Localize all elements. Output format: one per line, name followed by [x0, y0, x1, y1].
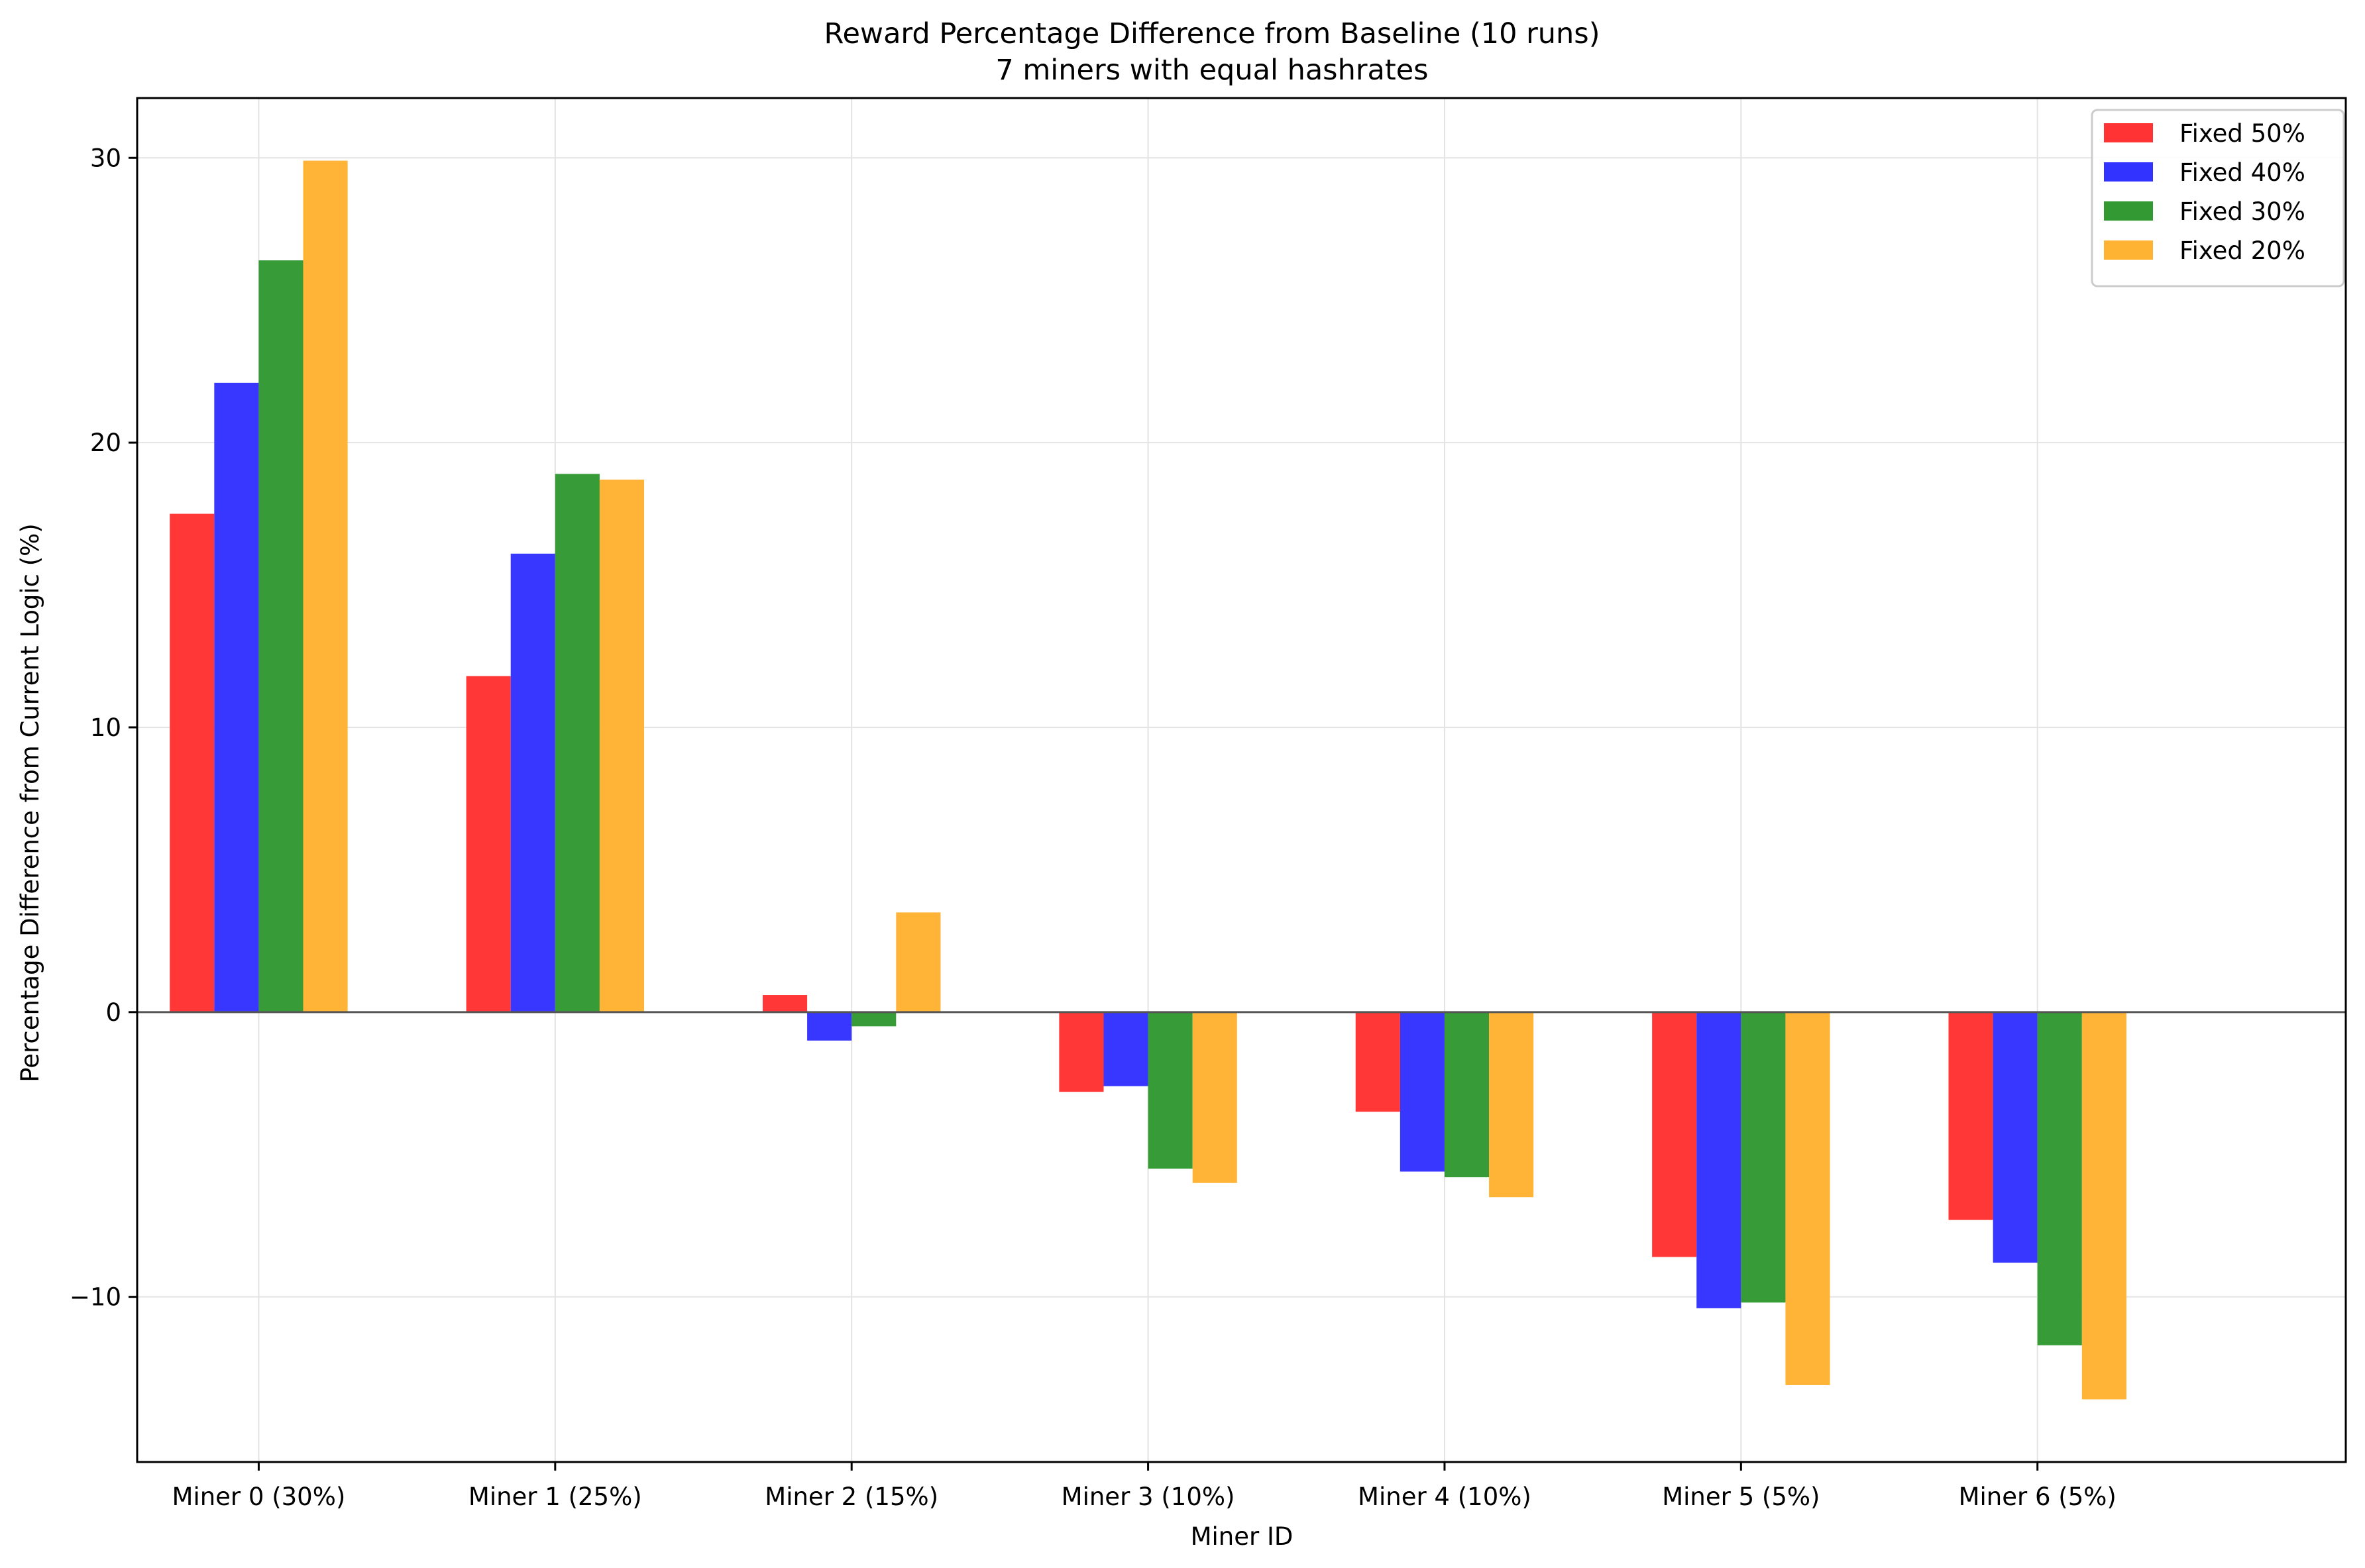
plot-area [136, 97, 2347, 1463]
bar [1652, 1012, 1697, 1257]
x-tick-label: Miner 5 (5%) [1662, 1483, 1820, 1511]
bar [303, 160, 348, 1012]
bar [1444, 1012, 1490, 1178]
bar [1400, 1012, 1445, 1172]
y-tick-label: 10 [90, 713, 121, 742]
legend-label: Fixed 40% [2179, 158, 2305, 187]
bar [1103, 1012, 1148, 1086]
y-tick-label: 20 [90, 429, 121, 457]
x-tick-label: Miner 4 (10%) [1358, 1483, 1531, 1511]
legend-swatch [2104, 123, 2153, 142]
bar [1993, 1012, 2038, 1263]
y-tick-label: 0 [105, 998, 121, 1027]
bar [896, 912, 941, 1012]
chart-title: Reward Percentage Difference from Baseli… [824, 17, 1600, 50]
bar [1192, 1012, 1237, 1183]
x-tick-label: Miner 6 (5%) [1959, 1483, 2117, 1511]
bar [1785, 1012, 1830, 1385]
y-tick-label: 30 [90, 144, 121, 172]
bar [599, 480, 645, 1012]
bar [2081, 1012, 2126, 1400]
legend: Fixed 50% Fixed 40% Fixed 30% Fixed 20% [2091, 109, 2345, 287]
axis-ticks: −10 0 10 20 30 Miner 0 (30%) Miner 1 (25%) Mine… [70, 144, 2117, 1511]
bar [852, 1012, 897, 1027]
bar [807, 1012, 852, 1041]
bar [1355, 1012, 1400, 1112]
bar [1148, 1012, 1193, 1169]
bar [1489, 1012, 1534, 1198]
bar [170, 513, 215, 1012]
bar [510, 553, 555, 1012]
bar [1741, 1012, 1786, 1303]
x-tick-label: Miner 1 (25%) [468, 1483, 642, 1511]
bar [1059, 1012, 1104, 1092]
x-tick-label: Miner 0 (30%) [172, 1483, 346, 1511]
bar [258, 260, 303, 1012]
bar [2037, 1012, 2082, 1345]
legend-label: Fixed 30% [2179, 197, 2305, 226]
legend-swatch [2104, 201, 2153, 221]
y-axis-label: Percentage Difference from Current Logic… [16, 523, 44, 1082]
bar [555, 474, 600, 1012]
y-tick-label: −10 [70, 1283, 121, 1312]
legend-frame [2091, 109, 2345, 287]
legend-label: Fixed 20% [2179, 236, 2305, 265]
legend-label: Fixed 50% [2179, 119, 2305, 148]
bar [1696, 1012, 1741, 1308]
legend-swatch [2104, 240, 2153, 260]
bar [762, 995, 808, 1012]
x-axis-label: Miner ID [1191, 1522, 1293, 1551]
bars [170, 160, 2126, 1400]
x-tick-label: Miner 3 (10%) [1062, 1483, 1235, 1511]
bar [466, 676, 511, 1012]
legend-swatch [2104, 162, 2153, 182]
chart-subtitle: 7 miners with equal hashrates [995, 54, 1428, 87]
bar [214, 382, 259, 1012]
x-tick-label: Miner 2 (15%) [765, 1483, 938, 1511]
bar [1948, 1012, 1993, 1220]
